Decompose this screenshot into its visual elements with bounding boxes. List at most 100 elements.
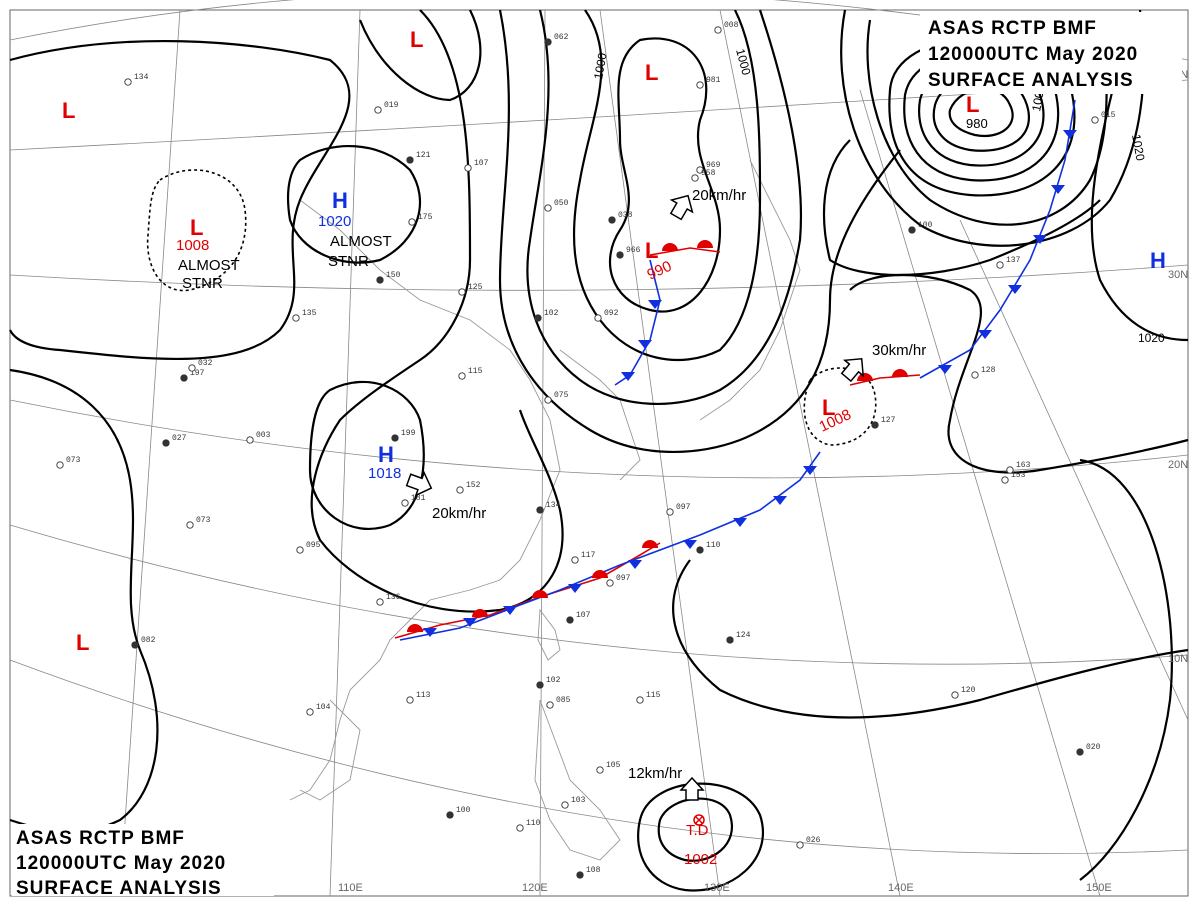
station-model-icon	[594, 314, 602, 322]
lat-line-30n	[9, 264, 1189, 291]
station-pressure-code: 110	[526, 819, 541, 828]
lat-line-10n	[9, 524, 1189, 665]
map-frame	[9, 9, 1189, 897]
meridian-120e	[539, 9, 546, 897]
header-backdrop	[12, 824, 274, 896]
meridian-110e	[329, 9, 361, 897]
isobar-1000-outer	[526, 9, 803, 406]
cold-front-triangle	[638, 340, 652, 349]
cold-front-triangle	[978, 330, 992, 339]
station-model-icon	[871, 421, 879, 429]
station-pressure-code: 152	[466, 481, 481, 490]
warm-front-semicircle	[592, 570, 608, 578]
high-symbol: H	[1150, 248, 1166, 273]
station-pressure-code: 038	[618, 211, 633, 220]
lat-label-30n: 30N	[1168, 269, 1188, 281]
station-pressure-code: 097	[676, 503, 691, 512]
station-pressure-code: 107	[576, 611, 591, 620]
station-pressure-code: 115	[468, 367, 483, 376]
warm-front-semicircle	[662, 243, 678, 251]
station-pressure-code: 136	[386, 593, 401, 602]
station-pressure-code: 073	[66, 456, 81, 465]
header-top-right: ASAS RCTP BMF 120000UTC May 2020 SURFACE…	[920, 12, 1182, 94]
station-pressure-code: 117	[581, 551, 596, 560]
korea-coast	[559, 349, 641, 481]
station-pressure-code: 181	[411, 494, 426, 503]
system-note: STNR	[182, 275, 223, 292]
station-pressure-code: 082	[141, 636, 156, 645]
station-pressure-code: 115	[646, 691, 661, 700]
station-pressure-code: 121	[416, 151, 431, 160]
low-symbol: L	[645, 60, 658, 85]
isobar-1000-mid	[572, 9, 762, 362]
meridian-160e	[959, 219, 1189, 721]
cold-front-triangle	[628, 560, 642, 569]
station-pressure-code: 128	[981, 366, 996, 375]
isobar-label: 1000	[591, 51, 609, 80]
station-model-icon	[696, 546, 704, 554]
station-model-icon	[376, 598, 384, 606]
station-pressure-code: 137	[1006, 256, 1021, 265]
header-line: SURFACE ANALYSIS	[16, 878, 222, 899]
header-line: 120000UTC May 2020	[16, 853, 226, 874]
cold-front-triangle	[803, 466, 817, 475]
station-model-icon	[376, 276, 384, 284]
station-pressure-code: 026	[806, 836, 821, 845]
isobar-ridge	[310, 9, 564, 613]
station-pressure-code: 073	[196, 516, 211, 525]
motion-arrow-icon	[669, 194, 694, 221]
station-pressure-code: 020	[1086, 743, 1101, 752]
header-backdrop	[920, 12, 1182, 94]
low-symbol: L	[190, 215, 203, 240]
station-model-icon	[546, 701, 554, 709]
station-model-icon	[536, 506, 544, 514]
station-pressure-code: 075	[554, 391, 569, 400]
station-model-icon	[374, 106, 382, 114]
isobar-high-1018	[308, 380, 425, 531]
station-pressure-code: 134	[546, 501, 561, 510]
meridian-150e	[859, 89, 1101, 897]
station-model-icon	[458, 372, 466, 380]
station-model-icon	[696, 81, 704, 89]
station-model-icon	[306, 708, 314, 716]
motion-text: 12km/hr	[628, 765, 682, 782]
station-pressure-code: 199	[401, 429, 416, 438]
warm-front-semicircle	[407, 624, 423, 632]
station-model-icon	[131, 641, 139, 649]
station-pressure-code: 092	[604, 309, 619, 318]
isobar-990-inner	[608, 37, 722, 313]
station-model-icon	[1006, 466, 1014, 474]
header-line: ASAS RCTP BMF	[928, 18, 1097, 39]
station-model-icon	[1076, 748, 1084, 756]
station-model-icon	[408, 218, 416, 226]
station-pressure-code: 969	[706, 161, 721, 170]
station-pressure-code: 003	[256, 431, 271, 440]
low-symbol: L	[822, 395, 835, 420]
low-symbol: L	[645, 238, 658, 263]
station-model-icon	[1091, 116, 1099, 124]
station-model-icon	[571, 556, 579, 564]
high-symbol: H	[378, 442, 394, 467]
station-model-icon	[534, 314, 542, 322]
philippines-coast	[534, 699, 621, 861]
isobar-west-low	[9, 40, 351, 361]
station-model-icon	[292, 314, 300, 322]
isobar-label: 1020	[1138, 331, 1165, 345]
station-model-icon	[464, 164, 472, 172]
lon-label-150e: 150E	[1086, 882, 1112, 894]
low-symbol: L	[76, 630, 89, 655]
taiwan-coast	[537, 608, 561, 661]
isobar-1020-ne	[1090, 59, 1189, 342]
station-pressure-code: 097	[616, 574, 631, 583]
system-note: STNR	[328, 253, 369, 270]
station-model-icon	[188, 364, 196, 372]
station-pressure-code: 981	[706, 76, 721, 85]
station-pressure-code: 197	[190, 369, 205, 378]
header-line: 120000UTC May 2020	[928, 44, 1138, 65]
isobar-high-1020	[286, 145, 422, 264]
cold-front-triangle	[773, 496, 787, 505]
station-model-icon	[186, 521, 194, 529]
station-model-icon	[162, 439, 170, 447]
station-pressure-code: 966	[626, 246, 641, 255]
